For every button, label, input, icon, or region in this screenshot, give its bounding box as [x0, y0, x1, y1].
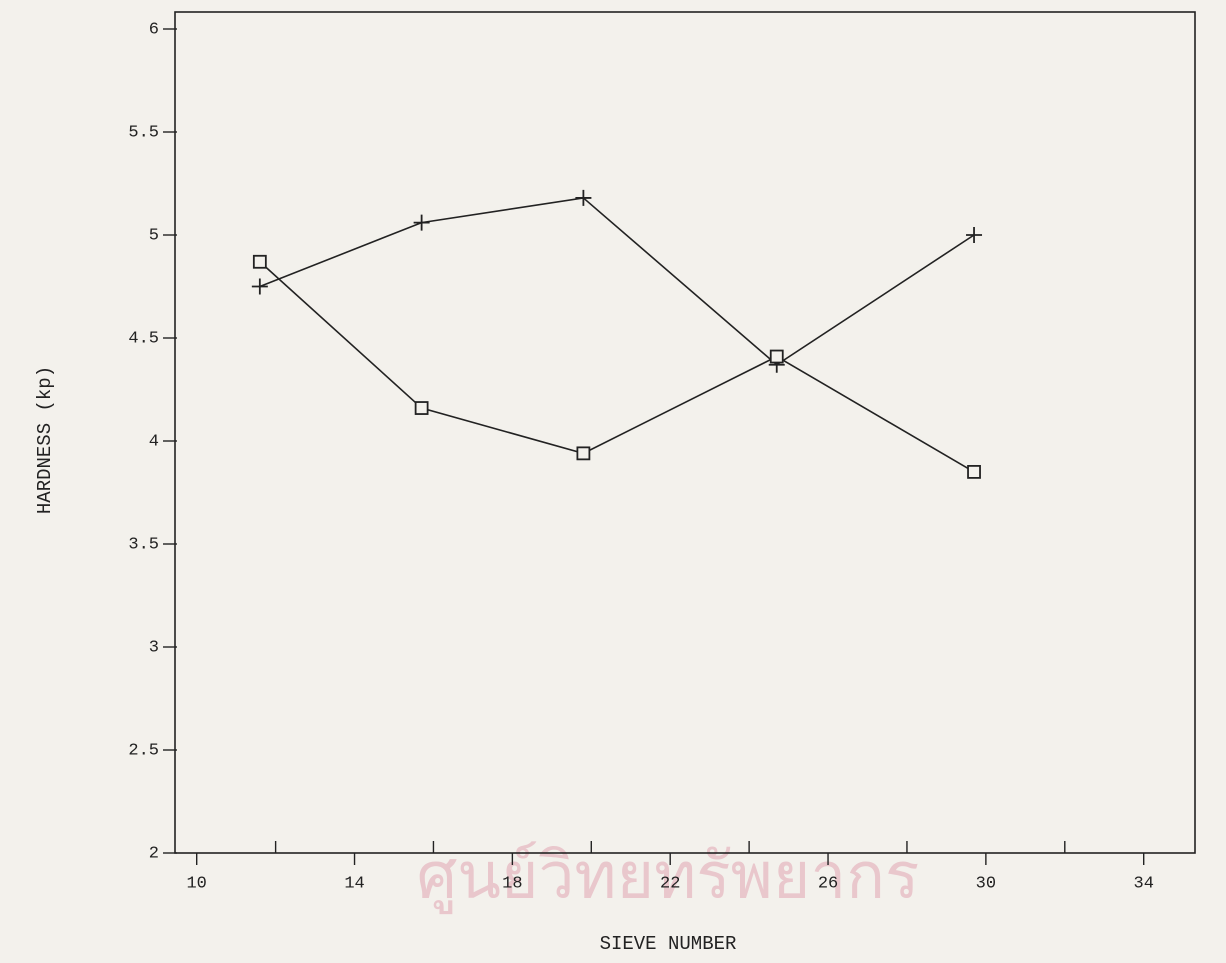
y-tick-label: 2.5: [128, 741, 159, 760]
chart: ศูนย์วิทยทรัพยากร SIEVE NUMBER HARDNESS …: [0, 0, 1226, 963]
y-tick-label: 4.5: [128, 329, 159, 348]
x-tick-label: 18: [502, 874, 522, 893]
square-marker: [771, 351, 783, 363]
y-tick-label: 5: [149, 226, 159, 245]
y-tick-label: 2: [149, 844, 159, 863]
y-tick-label: 3.5: [128, 535, 159, 554]
plus-marker: [252, 279, 268, 295]
x-tick-label: 14: [344, 874, 364, 893]
series-line: [260, 262, 974, 472]
square-marker: [416, 402, 428, 414]
y-tick-label: 5.5: [128, 123, 159, 142]
x-tick-label: 30: [976, 874, 996, 893]
y-tick-label: 6: [149, 20, 159, 39]
y-tick-label: 4: [149, 432, 159, 451]
x-tick-label: 34: [1134, 874, 1154, 893]
series-line: [260, 198, 974, 365]
square-marker: [254, 256, 266, 268]
x-axis-label: SIEVE NUMBER: [600, 933, 737, 955]
plus-marker: [414, 215, 430, 231]
x-tick-label: 26: [818, 874, 838, 893]
square-marker: [577, 447, 589, 459]
plot-frame: [175, 12, 1195, 853]
y-tick-label: 3: [149, 638, 159, 657]
x-tick-label: 10: [186, 874, 206, 893]
x-tick-label: 22: [660, 874, 680, 893]
square-marker: [968, 466, 980, 478]
plus-marker: [966, 227, 982, 243]
y-axis-label: HARDNESS (kp): [34, 366, 56, 514]
